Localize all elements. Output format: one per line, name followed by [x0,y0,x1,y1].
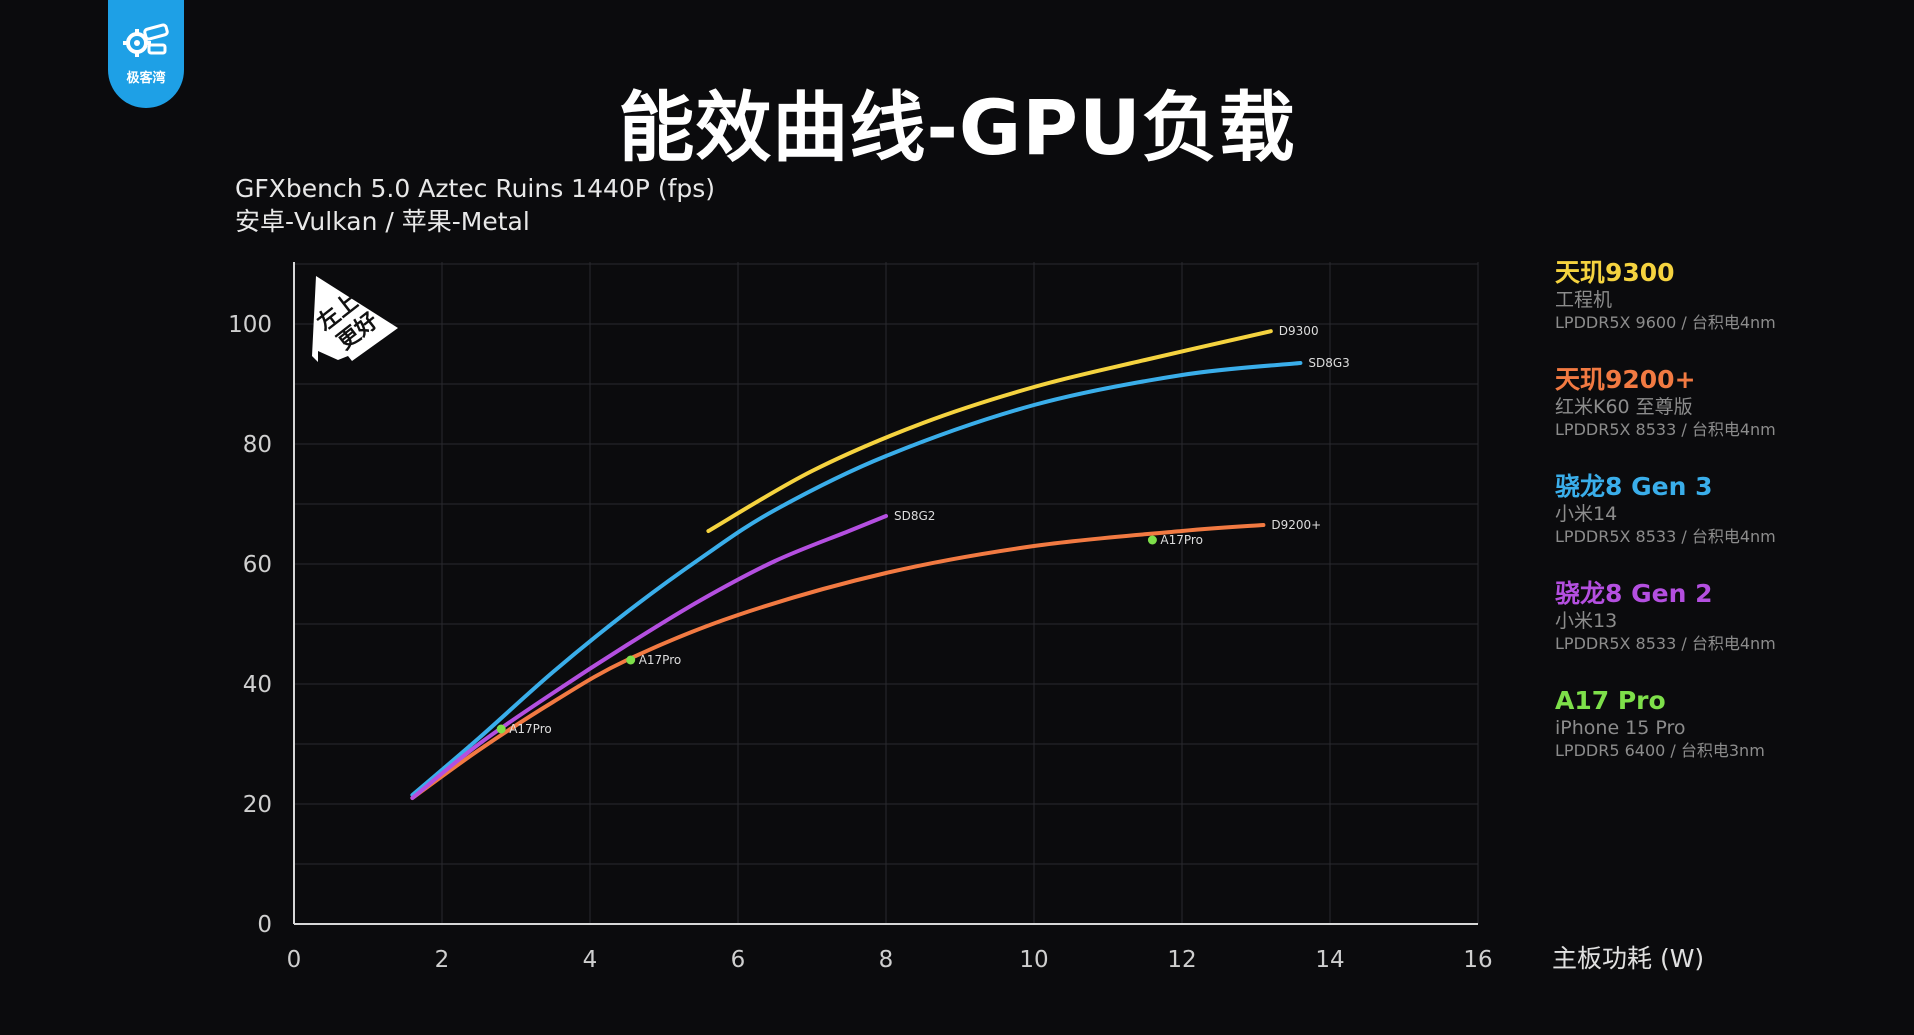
series-line-sd8g2 [410,514,888,800]
chart-subtitle: GFXbench 5.0 Aztec Ruins 1440P (fps) 安卓-… [235,172,715,238]
series-line-sd8g3 [410,361,1303,797]
series-line-d9300 [706,329,1273,533]
legend-spec: LPDDR5X 8533 / 台积电4nm [1555,634,1776,653]
better-badge: 左上 更好 [312,276,398,362]
subtitle-line-2: 安卓-Vulkan / 苹果-Metal [235,207,530,236]
x-tick-label: 14 [1315,947,1344,973]
x-tick-label: 2 [435,947,450,973]
legend-spec: LPDDR5X 9600 / 台积电4nm [1555,313,1776,332]
chart-axes [293,262,1478,925]
y-tick-label: 40 [243,672,272,698]
y-tick-label: 100 [228,312,272,338]
legend-series-name: 骁龙8 Gen 2 [1555,579,1713,608]
a17pro-point [1147,535,1157,545]
legend-series-name: 天玑9300 [1555,258,1675,287]
legend: 天玑9300 工程机 LPDDR5X 9600 / 台积电4nm 天玑9200+ 红米K… [1555,258,1895,793]
a17pro-point-label: A17Pro [639,653,682,667]
legend-series-name: 骁龙8 Gen 3 [1555,472,1713,501]
x-tick-label: 8 [879,947,894,973]
legend-spec: LPDDR5 6400 / 台积电3nm [1555,741,1765,760]
legend-device: 工程机 [1555,289,1613,311]
legend-entry: 天玑9300 工程机 LPDDR5X 9600 / 台积电4nm [1555,258,1895,365]
series-end-label-sd8g3: SD8G3 [1308,356,1349,370]
a17pro-point-label: A17Pro [1160,533,1203,547]
y-tick-label: 60 [243,552,272,578]
series-line-d9200- [410,523,1266,800]
legend-series-name: 天玑9200+ [1555,365,1696,394]
legend-entry: A17 Pro iPhone 15 Pro LPDDR5 6400 / 台积电3nm [1555,686,1895,793]
legend-entry: 骁龙8 Gen 2 小米13 LPDDR5X 8533 / 台积电4nm [1555,579,1895,686]
legend-device: 红米K60 至尊版 [1555,396,1693,418]
legend-entry: 骁龙8 Gen 3 小米14 LPDDR5X 8533 / 台积电4nm [1555,472,1895,579]
chart-series: D9300 D9200+ SD8G3 SD8G2 A17Pro A17Pro A17Pro [410,324,1350,800]
legend-device: iPhone 15 Pro [1555,717,1686,739]
legend-device: 小米14 [1555,503,1618,525]
legend-spec: LPDDR5X 8533 / 台积电4nm [1555,527,1776,546]
legend-spec: LPDDR5X 8533 / 台积电4nm [1555,420,1776,439]
x-tick-label: 16 [1463,947,1492,973]
chart-ticks: 0 2 4 6 8 10 12 14 16 0 20 40 60 80 100 [228,312,1493,973]
a17pro-point-label: A17Pro [509,722,552,736]
y-tick-label: 0 [257,912,272,938]
y-tick-label: 20 [243,792,272,818]
x-tick-label: 12 [1167,947,1196,973]
logo-badge: 极客湾 [108,0,184,108]
a17pro-point [626,655,636,665]
subtitle-line-1: GFXbench 5.0 Aztec Ruins 1440P (fps) [235,174,716,203]
legend-entry: 天玑9200+ 红米K60 至尊版 LPDDR5X 8533 / 台积电4nm [1555,365,1895,472]
series-end-label-d9300: D9300 [1279,324,1319,338]
x-tick-label: 4 [583,947,598,973]
series-end-label-sd8g2: SD8G2 [894,509,935,523]
logo-text: 极客湾 [126,71,166,86]
x-tick-label: 0 [287,947,302,973]
page-title: 能效曲线-GPU负载 [618,83,1296,172]
gear-wrench-icon [123,23,169,57]
a17pro-point [496,724,506,734]
x-tick-label: 10 [1019,947,1048,973]
legend-series-name: A17 Pro [1555,686,1666,715]
x-axis-label: 主板功耗 (W) [1552,944,1704,973]
legend-device: 小米13 [1555,610,1618,632]
y-tick-label: 80 [243,432,272,458]
badge-arrow-shape [312,276,398,362]
x-tick-label: 6 [731,947,746,973]
series-end-label-d9200-: D9200+ [1271,518,1321,532]
